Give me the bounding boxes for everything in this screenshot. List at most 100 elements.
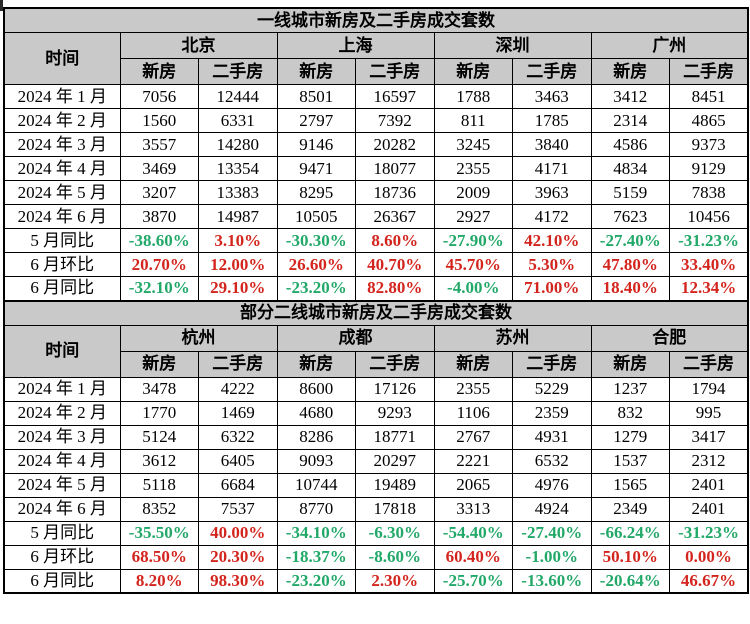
table-cell: 4924 [512, 496, 592, 522]
table-cell: 10744 [276, 472, 356, 498]
table-cell: -23.20% [276, 568, 356, 594]
table-row: 2024 年 6 月 3870 14987 10505 26367 2927 4172 762… [3, 204, 749, 229]
table-cell: -54.40% [433, 520, 513, 546]
table-cell: 26367 [355, 204, 435, 229]
table-cell: 3612 [119, 448, 199, 474]
table-cell: 46.67% [669, 568, 749, 594]
table-row: 2024 年 3 月 3557 14280 9146 20282 3245 3840 4586… [3, 132, 749, 157]
table-cell: 9373 [669, 132, 749, 157]
table-cell: 1785 [512, 108, 592, 133]
row-label: 2024 年 2 月 [3, 400, 121, 426]
table-cell: 4172 [512, 204, 592, 229]
table-cell: 3963 [512, 180, 592, 205]
table-cell: 13383 [198, 180, 278, 205]
city-header: 合肥 [590, 324, 749, 352]
table-cell: 17818 [355, 496, 435, 522]
table-row: 2024 年 6 月 8352 7537 8770 17818 3313 4924 2349 2… [3, 496, 749, 522]
table-row: 6 月同比 8.20% 98.30% -23.20% 2.30% -25.70% -13.6… [3, 568, 749, 594]
table-cell: -31.23% [669, 520, 749, 546]
row-label: 2024 年 6 月 [3, 496, 121, 522]
table-cell: -27.40% [590, 228, 670, 253]
table-cell: -35.50% [119, 520, 199, 546]
table-cell: 3.10% [198, 228, 278, 253]
table-cell: 2.30% [355, 568, 435, 594]
table-cell: 14280 [198, 132, 278, 157]
table-cell: 1794 [669, 376, 749, 402]
table-cell: 6532 [512, 448, 592, 474]
table-cell: 3412 [590, 84, 670, 109]
table-cell: -25.70% [433, 568, 513, 594]
subcolumn-header: 新房 [590, 350, 670, 378]
table-cell: 14987 [198, 204, 278, 229]
table-cell: 20297 [355, 448, 435, 474]
table-cell: -23.20% [276, 276, 356, 301]
table-cell: 2009 [433, 180, 513, 205]
table-cell: 68.50% [119, 544, 199, 570]
subcolumn-header: 二手房 [198, 350, 278, 378]
table-cell: 2401 [669, 496, 749, 522]
table-row: 2024 年 5 月 3207 13383 8295 18736 2009 3963 5159… [3, 180, 749, 205]
table-row: 2024 年 5 月 5118 6684 10744 19489 2065 4976 1565… [3, 472, 749, 498]
subcolumn-header-row: 新房 二手房 新房 二手房 新房 二手房 新房 二手房 [4, 350, 749, 378]
city-header: 广州 [590, 32, 749, 59]
table-cell: 12.34% [669, 276, 749, 301]
table-cell: 2927 [433, 204, 513, 229]
row-label: 6 月环比 [3, 544, 121, 570]
table-cell: 1565 [590, 472, 670, 498]
table-cell: 10505 [276, 204, 356, 229]
table-cell: 17126 [355, 376, 435, 402]
table-cell: 8286 [276, 424, 356, 450]
city-header: 深圳 [433, 32, 592, 59]
table-cell: 29.10% [198, 276, 278, 301]
table-cell: 0.00% [669, 544, 749, 570]
city-header: 北京 [119, 32, 278, 59]
table-cell: 40.00% [198, 520, 278, 546]
table-cell: 33.40% [669, 252, 749, 277]
table-cell: -27.40% [512, 520, 592, 546]
row-label: 5 月同比 [3, 228, 121, 253]
table-cell: -31.23% [669, 228, 749, 253]
subcolumn-header: 二手房 [198, 58, 278, 85]
table-cell: 2355 [433, 156, 513, 181]
table-cell: 6684 [198, 472, 278, 498]
table-cell: 3840 [512, 132, 592, 157]
city-header: 成都 [276, 324, 435, 352]
table-cell: 7838 [669, 180, 749, 205]
table-cell: 2314 [590, 108, 670, 133]
table-cell: 9093 [276, 448, 356, 474]
table-cell: 3417 [669, 424, 749, 450]
table-cell: 60.40% [433, 544, 513, 570]
subcolumn-header: 二手房 [669, 350, 749, 378]
subcolumn-header: 新房 [433, 350, 513, 378]
table-cell: 9471 [276, 156, 356, 181]
table-cell: 20282 [355, 132, 435, 157]
table-row: 2024 年 1 月 7056 12444 8501 16597 1788 3463 3412… [3, 84, 749, 109]
table-cell: 8352 [119, 496, 199, 522]
table-cell: 3313 [433, 496, 513, 522]
table-cell: 8501 [276, 84, 356, 109]
table-cell: 4976 [512, 472, 592, 498]
table-cell: 3463 [512, 84, 592, 109]
table-cell: 4222 [198, 376, 278, 402]
table-cell: 2401 [669, 472, 749, 498]
table-cell: 4834 [590, 156, 670, 181]
table-row: 2024 年 2 月 1560 6331 2797 7392 811 1785 2314 486… [3, 108, 749, 133]
row-label: 6 月同比 [3, 276, 121, 301]
city-header: 杭州 [119, 324, 278, 352]
city-header-row: 时间 北京 上海 深圳 广州 [3, 32, 749, 85]
table-cell: 10456 [669, 204, 749, 229]
table-cell: 13354 [198, 156, 278, 181]
row-label: 2024 年 1 月 [3, 84, 121, 109]
table-title-row: 一线城市新房及二手房成交套数 [3, 7, 749, 33]
table-cell: 3557 [119, 132, 199, 157]
table-cell: 7056 [119, 84, 199, 109]
table-cell: 6405 [198, 448, 278, 474]
table-row: 5 月同比 -38.60% 3.10% -30.30% 8.60% -27.90% 42.1… [3, 228, 749, 253]
city-header-row: 时间 杭州 成都 苏州 合肥 [3, 324, 749, 378]
table-cell: 832 [590, 400, 670, 426]
subcolumn-header: 新房 [276, 58, 356, 85]
table-row: 2024 年 3 月 5124 6322 8286 18771 2767 4931 1279 3… [3, 424, 749, 450]
table-cell: 71.00% [512, 276, 592, 301]
table-cell: 1770 [119, 400, 199, 426]
